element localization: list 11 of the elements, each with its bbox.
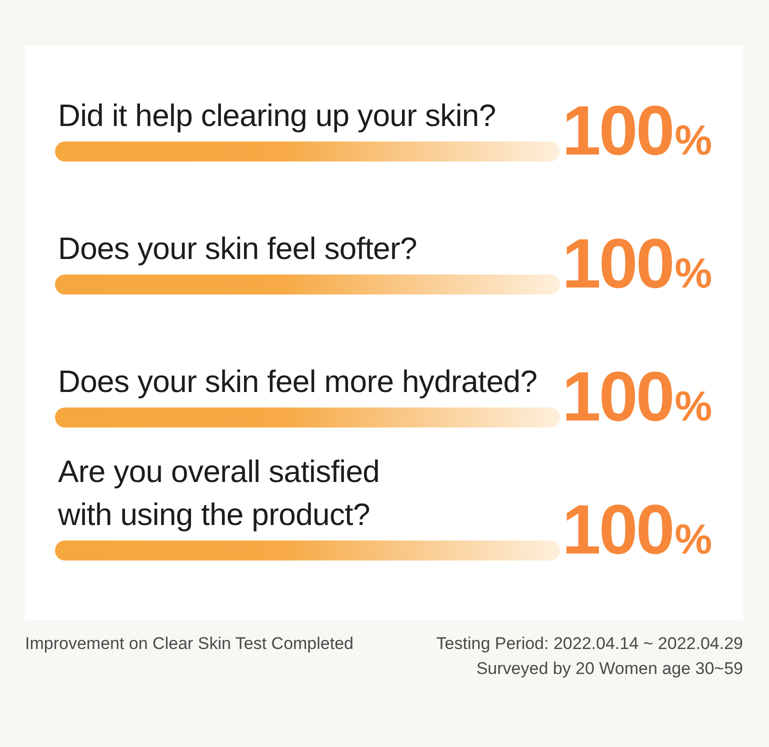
data-label: 100% (562, 358, 712, 436)
text: Surveyed by 20 Women age 30~59 (476, 659, 743, 678)
y-tick-label: Did it help clearing up your skin? (58, 98, 496, 133)
text: Testing Period: 2022.04.14 ~ 2022.04.29 (436, 634, 743, 653)
data-label: 100% (562, 92, 712, 170)
y-tick-label: Are you overall satisfied with using the product? (57, 454, 380, 532)
data-label: 100% (562, 490, 712, 568)
y-tick-label: Does your skin feel softer? (58, 231, 417, 266)
text: Improvement on Clear Skin Test Completed (25, 634, 354, 653)
y-tick-label: Does your skin feel more hydrated? (58, 364, 538, 399)
data-label: 100% (562, 224, 712, 302)
